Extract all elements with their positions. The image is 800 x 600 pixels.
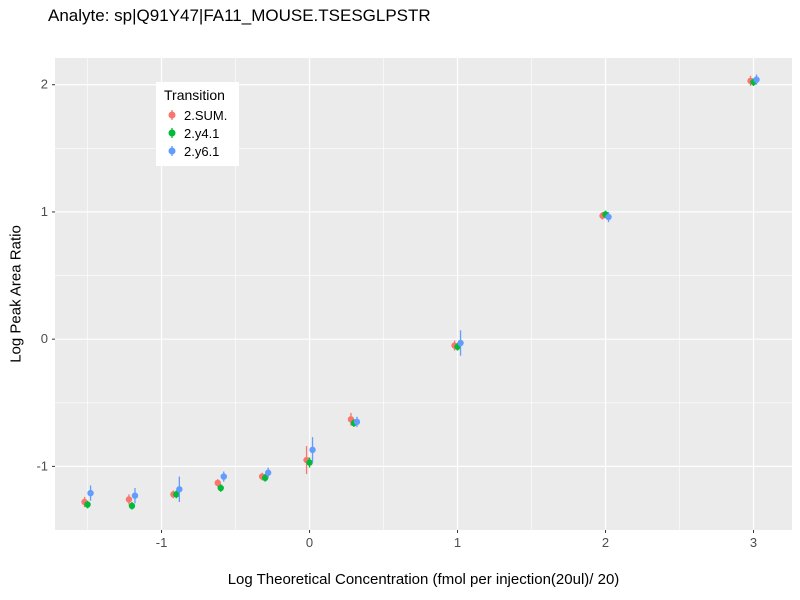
data-point (753, 76, 760, 83)
data-point (173, 491, 180, 498)
legend-point-icon (168, 146, 176, 156)
data-point (214, 479, 221, 487)
chart-title: Analyte: sp|Q91Y47|FA11_MOUSE.TSESGLPSTR (48, 6, 431, 25)
data-point (125, 496, 133, 503)
data-point (457, 339, 464, 347)
legend-item: 2.y4.1 (164, 124, 227, 142)
y-tick-label: 2 (41, 77, 48, 92)
legend-title: Transition (164, 87, 225, 103)
data-point (217, 484, 224, 492)
legend-item: 2.SUM. (164, 106, 227, 124)
x-axis-label: Log Theoretical Concentration (fmol per … (227, 571, 620, 588)
x-tick-label: 0 (306, 535, 313, 550)
data-point (353, 418, 361, 426)
x-tick-label: 2 (602, 535, 609, 550)
data-point (84, 501, 91, 508)
legend-item-label: 2.y4.1 (184, 125, 220, 141)
data-point (131, 492, 139, 499)
legend-items: 2.SUM. 2.y4.1 2.y6.1 (164, 106, 227, 160)
data-point (306, 459, 313, 466)
y-tick-label: 0 (41, 331, 48, 346)
legend-point-icon (168, 110, 176, 120)
legend-point-icon (168, 128, 176, 138)
data-point (309, 446, 316, 454)
x-tick-label: 1 (454, 535, 461, 550)
x-tick-label: -1 (156, 535, 168, 550)
legend-item-label: 2.y6.1 (184, 143, 220, 159)
legend-item: 2.y6.1 (164, 142, 227, 160)
data-point (605, 213, 612, 221)
data-point (220, 473, 227, 480)
data-point (176, 486, 183, 493)
data-point (264, 469, 272, 476)
y-tick-label: -1 (36, 458, 48, 473)
legend-item-label: 2.SUM. (184, 107, 228, 123)
data-point (87, 489, 94, 497)
x-tick-label: 3 (750, 535, 757, 550)
data-point (261, 474, 269, 482)
legend: Transition 2.SUM. 2.y4.1 2.y6.1 (156, 82, 240, 166)
y-tick-label: 1 (41, 204, 48, 219)
data-point (128, 502, 136, 510)
